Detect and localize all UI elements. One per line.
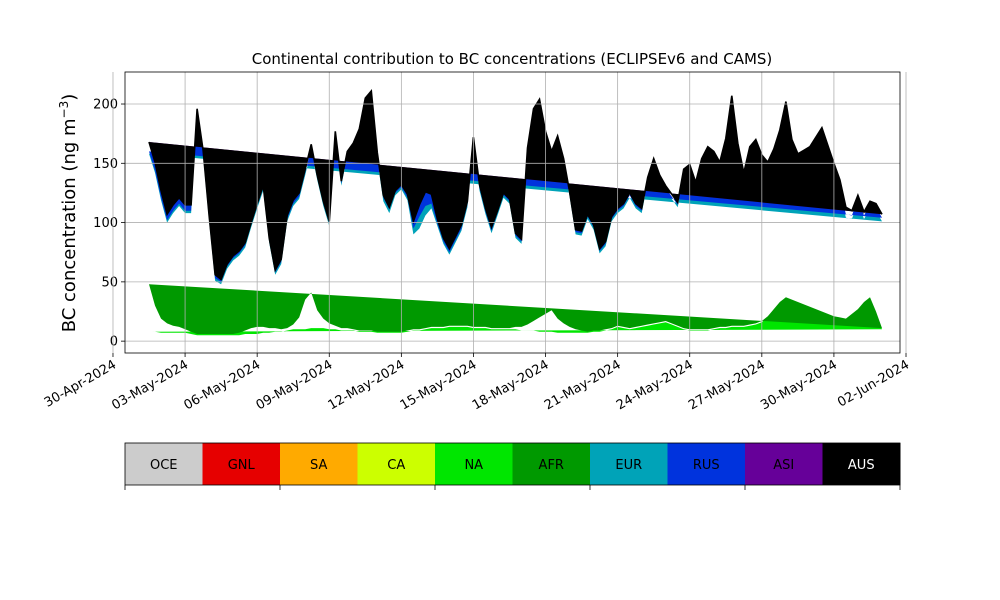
legend-frame — [124, 442, 901, 486]
x-tick-label: 21-May-2024 — [542, 357, 624, 413]
legend-label-na: NA — [464, 458, 483, 473]
axes-frame — [124, 71, 901, 354]
y-tick-label: 150 — [93, 157, 118, 172]
x-tick-label: 03-May-2024 — [109, 357, 191, 413]
legend-swatch-afr — [512, 443, 591, 485]
x-tick-label: 15-May-2024 — [398, 357, 480, 413]
y-tick-label: 100 — [93, 216, 118, 231]
x-tick-label: 18-May-2024 — [470, 357, 552, 413]
legend-label-rus: RUS — [693, 458, 720, 473]
x-tick-label: 30-May-2024 — [758, 357, 840, 413]
y-tick-label: 0 — [110, 335, 118, 350]
x-tick-label: 12-May-2024 — [326, 357, 408, 413]
legend-swatch-rus — [667, 443, 746, 485]
x-tick-label: 02-Jun-2024 — [835, 357, 912, 410]
legend-label-asi: ASI — [773, 458, 794, 473]
legend-label-afr: AFR — [539, 458, 564, 473]
legend-label-sa: SA — [310, 458, 327, 473]
y-axis-label-exponent: −3 — [57, 101, 71, 119]
y-axis-label: BC concentration (ng m−3) — [57, 94, 80, 333]
legend-swatch-ca — [357, 443, 436, 485]
x-tick-label: 09-May-2024 — [254, 357, 336, 413]
legend-label-aus: AUS — [848, 458, 875, 473]
legend-label-oce: OCE — [150, 458, 178, 473]
x-tick-label: 30-Apr-2024 — [42, 357, 119, 410]
legend-label-gnl: GNL — [228, 458, 256, 473]
total-line — [148, 89, 883, 281]
x-tick-label: 06-May-2024 — [181, 357, 263, 413]
legend-swatch-asi — [745, 443, 823, 485]
legend-label-eur: EUR — [615, 458, 642, 473]
legend-swatch-na — [435, 443, 513, 485]
legend-colorbar: OCE GNL SA CA NA AFR EUR RUS ASI AUS — [124, 442, 901, 490]
y-axis-label-main: BC concentration (ng m — [59, 118, 80, 332]
legend-label-ca: CA — [387, 458, 405, 473]
y-axis-label-close: ) — [59, 94, 80, 101]
chart-title: Continental contribution to BC concentra… — [252, 50, 773, 68]
y-tick-label: 200 — [93, 98, 118, 113]
legend-swatch-oce — [125, 443, 203, 485]
legend-swatch-gnl — [202, 443, 281, 485]
x-tick-label: 24-May-2024 — [614, 357, 696, 413]
area-aus — [149, 91, 882, 280]
legend-swatch-sa — [280, 443, 358, 485]
plot-area: 0 50 100 150 200 30-Apr-202403-May-202406-May… — [42, 71, 912, 413]
area-afr — [149, 284, 882, 334]
x-tick-label: 27-May-2024 — [686, 357, 768, 413]
legend-swatch-eur — [590, 443, 668, 485]
y-tick-label: 50 — [101, 275, 118, 290]
legend-swatch-aus — [822, 443, 901, 485]
